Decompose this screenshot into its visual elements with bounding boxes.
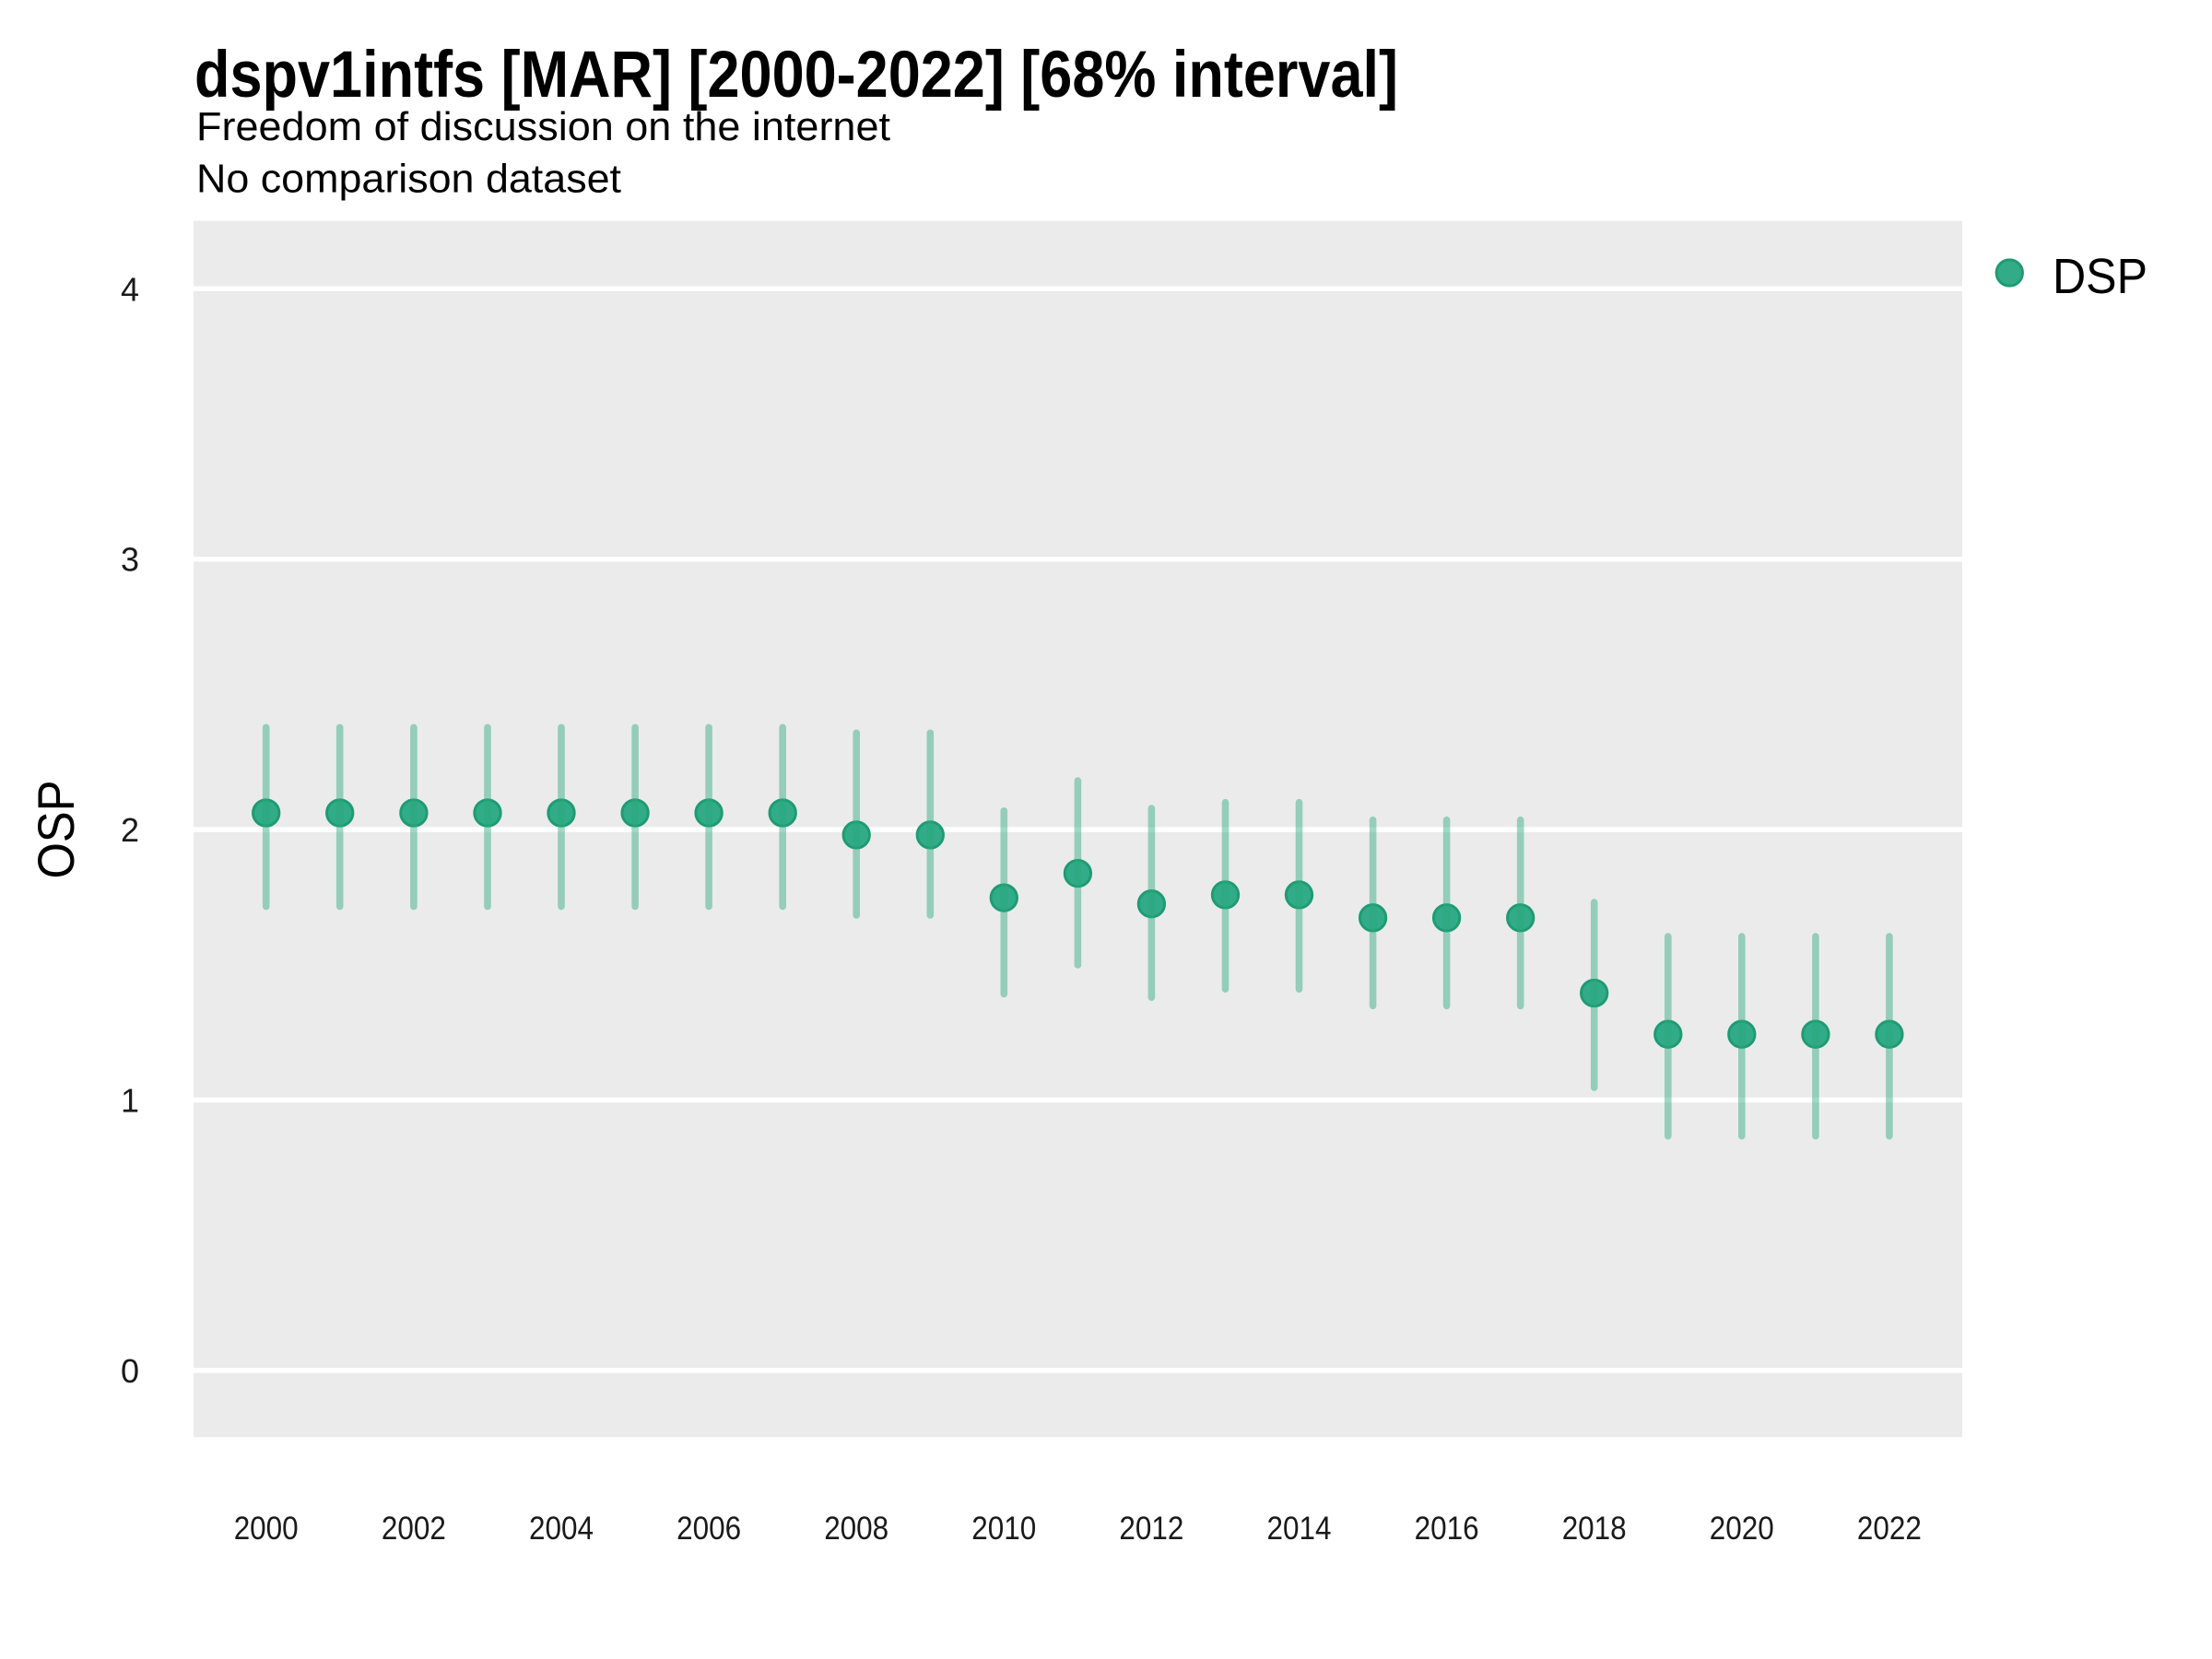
svg-text:2000: 2000 — [234, 1511, 299, 1547]
svg-text:OSP: OSP — [27, 781, 85, 879]
svg-text:DSP: DSP — [2053, 249, 2147, 304]
svg-text:Freedom of discussion on the i: Freedom of discussion on the internet — [196, 104, 890, 149]
svg-text:4: 4 — [121, 270, 139, 308]
svg-text:0: 0 — [121, 1352, 139, 1390]
svg-text:3: 3 — [121, 541, 139, 579]
svg-text:2016: 2016 — [1415, 1511, 1479, 1547]
svg-text:dspv1intfs [MAR] [2000-2022] [: dspv1intfs [MAR] [2000-2022] [68% interv… — [194, 39, 1398, 112]
svg-text:2: 2 — [121, 811, 139, 849]
svg-text:2006: 2006 — [677, 1511, 741, 1547]
svg-text:2014: 2014 — [1267, 1511, 1332, 1547]
svg-text:2020: 2020 — [1710, 1511, 1774, 1547]
svg-text:No comparison dataset: No comparison dataset — [196, 157, 621, 202]
svg-text:2012: 2012 — [1119, 1511, 1183, 1547]
svg-text:1: 1 — [121, 1082, 139, 1120]
svg-text:2022: 2022 — [1857, 1511, 1922, 1547]
svg-text:2004: 2004 — [529, 1511, 594, 1547]
svg-text:2002: 2002 — [382, 1511, 446, 1547]
svg-text:2008: 2008 — [824, 1511, 888, 1547]
svg-text:2018: 2018 — [1562, 1511, 1627, 1547]
svg-text:2010: 2010 — [971, 1511, 1036, 1547]
